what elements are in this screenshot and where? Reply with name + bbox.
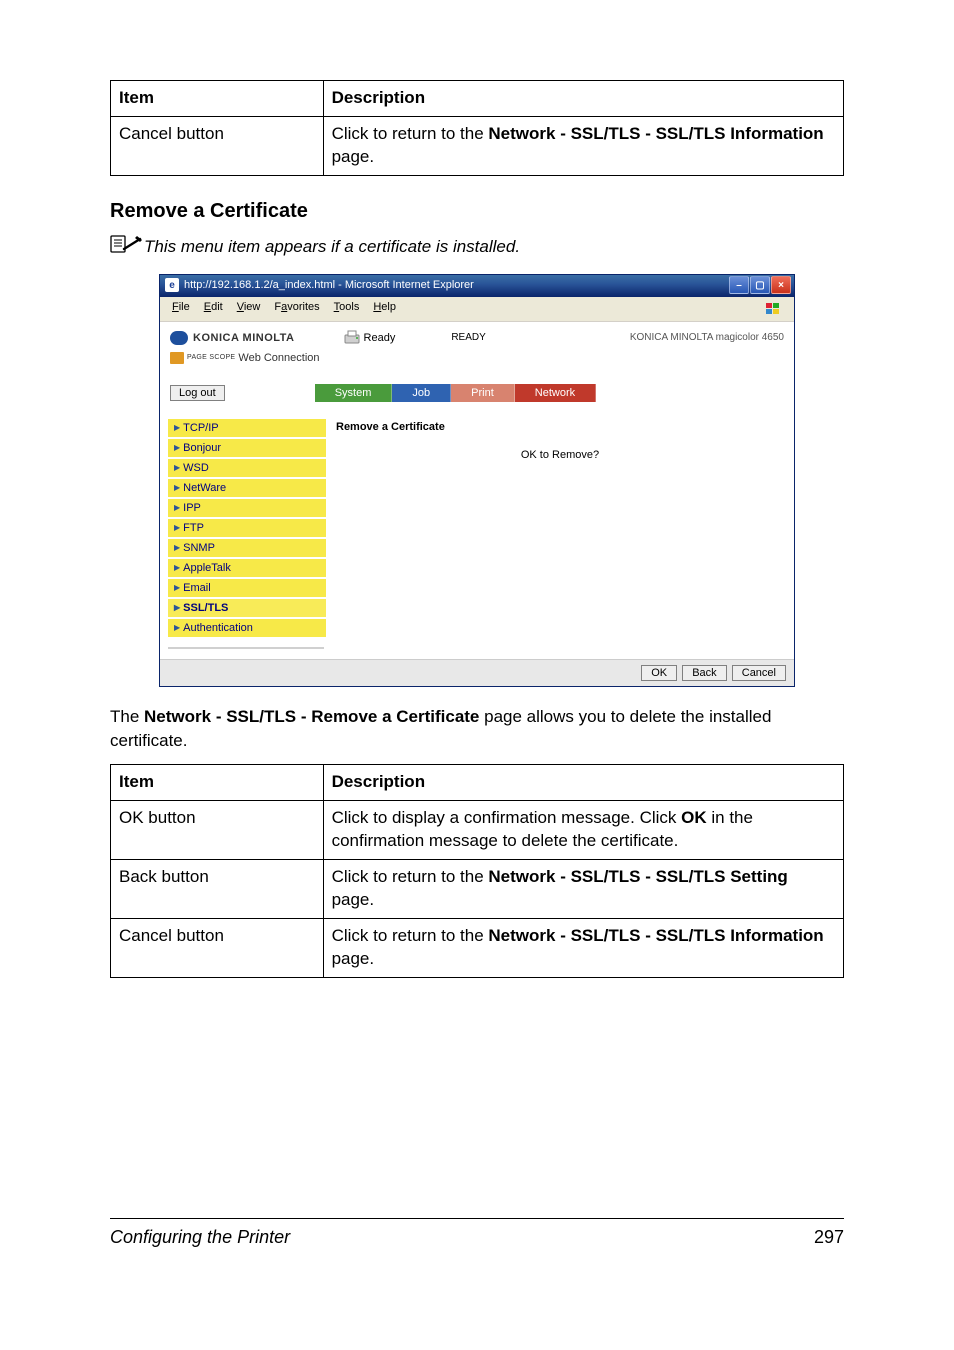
sidebar: ▶TCP/IP ▶Bonjour ▶WSD ▶NetWare ▶IPP ▶FTP… [160, 409, 326, 659]
sidebar-item-bonjour[interactable]: ▶Bonjour [168, 439, 326, 457]
panel-text: OK to Remove? [336, 449, 784, 461]
window-title: http://192.168.1.2/a_index.html - Micros… [184, 279, 474, 291]
bottom-table: Item Description OK button Click to disp… [110, 764, 844, 978]
menu-view[interactable]: View [231, 300, 267, 318]
sidebar-item-authentication[interactable]: ▶Authentication [168, 619, 326, 637]
menubar: File Edit View Favorites Tools Help [160, 297, 794, 322]
sidebar-item-email[interactable]: ▶Email [168, 579, 326, 597]
minimize-button[interactable]: – [729, 276, 749, 294]
cell-item: Back button [111, 860, 324, 919]
header-row: KONICA MINOLTA Ready READY KONICA MINOLT… [160, 322, 794, 352]
panel-title: Remove a Certificate [336, 421, 784, 433]
cell-desc: Click to display a confirmation message.… [323, 801, 843, 860]
footer-right: 297 [814, 1227, 844, 1248]
pagescope-icon [170, 352, 184, 364]
sidebar-item-wsd[interactable]: ▶WSD [168, 459, 326, 477]
table-row: OK button Click to display a confirmatio… [111, 801, 844, 860]
cell-desc: Click to return to the Network - SSL/TLS… [323, 919, 843, 978]
brand-text: KONICA MINOLTA [193, 332, 295, 344]
content-panel: Remove a Certificate OK to Remove? [326, 409, 794, 659]
close-button[interactable]: × [771, 276, 791, 294]
menu-tools[interactable]: Tools [328, 300, 366, 318]
footer-left: Configuring the Printer [110, 1227, 290, 1248]
th-item: Item [111, 765, 324, 801]
pagescope-prefix: PAGE SCOPE [187, 354, 235, 361]
th-desc: Description [323, 81, 843, 117]
menu-help[interactable]: Help [367, 300, 402, 318]
windows-flag-icon [758, 300, 788, 318]
tab-print[interactable]: Print [451, 384, 515, 402]
cell-item: Cancel button [111, 919, 324, 978]
sidebar-item-ssltls[interactable]: ▶SSL/TLS [168, 599, 326, 617]
menu-edit[interactable]: Edit [198, 300, 229, 318]
sidebar-item-netware[interactable]: ▶NetWare [168, 479, 326, 497]
sidebar-item-snmp[interactable]: ▶SNMP [168, 539, 326, 557]
ready-label: READY [451, 332, 485, 343]
cell-desc: Click to return to the Network - SSL/TLS… [323, 116, 843, 175]
sub-header: PAGE SCOPE Web Connection [160, 352, 794, 380]
maximize-button[interactable]: ▢ [750, 276, 770, 294]
browser-window: e http://192.168.1.2/a_index.html - Micr… [159, 274, 795, 687]
tabstrip: System Job Print Network [315, 384, 596, 402]
table-row: Cancel button Click to return to the Net… [111, 919, 844, 978]
note: This menu item appears if a certificate … [110, 233, 844, 260]
ok-button[interactable]: OK [641, 665, 677, 681]
cell-desc: Click to return to the Network - SSL/TLS… [323, 860, 843, 919]
back-button[interactable]: Back [682, 665, 726, 681]
note-icon [110, 233, 144, 260]
printer-status-icon: Ready [343, 330, 396, 346]
menu-favorites[interactable]: Favorites [268, 300, 325, 318]
sidebar-item-tcpip[interactable]: ▶TCP/IP [168, 419, 326, 437]
bottom-bar: OK Back Cancel [160, 659, 794, 686]
top-table: Item Description Cancel button Click to … [110, 80, 844, 176]
cell-item: OK button [111, 801, 324, 860]
tab-job[interactable]: Job [392, 384, 451, 402]
menu-file[interactable]: File [166, 300, 196, 318]
page-footer: Configuring the Printer 297 [110, 1218, 844, 1248]
tab-system[interactable]: System [315, 384, 393, 402]
sidebar-divider [168, 647, 324, 649]
th-desc: Description [323, 765, 843, 801]
section-heading: Remove a Certificate [110, 200, 844, 223]
logout-button[interactable]: Log out [170, 385, 225, 401]
km-logo-icon [170, 331, 188, 345]
sidebar-item-ftp[interactable]: ▶FTP [168, 519, 326, 537]
table-row: Back button Click to return to the Netwo… [111, 860, 844, 919]
table-row: Cancel button Click to return to the Net… [111, 116, 844, 175]
note-text: This menu item appears if a certificate … [144, 233, 520, 257]
sidebar-item-ipp[interactable]: ▶IPP [168, 499, 326, 517]
cancel-button[interactable]: Cancel [732, 665, 786, 681]
sidebar-item-appletalk[interactable]: ▶AppleTalk [168, 559, 326, 577]
pagescope-text: Web Connection [238, 352, 319, 364]
model-text: KONICA MINOLTA magicolor 4650 [630, 332, 784, 343]
titlebar: e http://192.168.1.2/a_index.html - Micr… [160, 275, 794, 297]
tab-network[interactable]: Network [515, 384, 596, 402]
th-item: Item [111, 81, 324, 117]
cell-item: Cancel button [111, 116, 324, 175]
body-text: The Network - SSL/TLS - Remove a Certifi… [110, 705, 844, 753]
ie-icon: e [165, 278, 179, 292]
